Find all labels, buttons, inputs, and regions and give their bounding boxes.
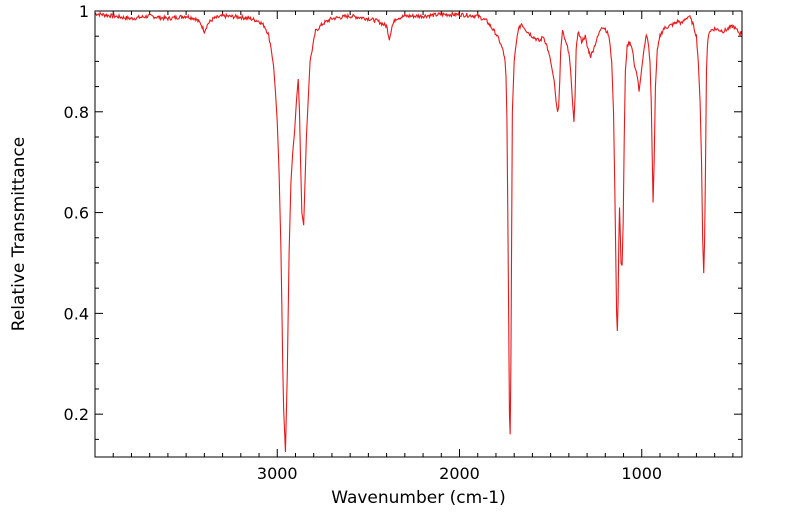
x-tick-label: 1000 bbox=[621, 464, 662, 483]
x-axis-title: Wavenumber (cm-1) bbox=[331, 488, 506, 508]
y-axis-title: Relative Transmittance bbox=[9, 137, 29, 332]
y-tick-label: 0.4 bbox=[64, 304, 89, 323]
x-axis-tick-labels: 3000 2000 1000 bbox=[257, 464, 662, 483]
y-axis-tick-labels: 0.2 0.4 0.6 0.8 1 bbox=[64, 2, 89, 424]
y-tick-label: 0.2 bbox=[64, 405, 89, 424]
x-tick-label: 3000 bbox=[257, 464, 298, 483]
x-axis-ticks bbox=[112, 11, 734, 457]
y-tick-label: 0.8 bbox=[64, 103, 89, 122]
y-tick-label: 1 bbox=[79, 2, 89, 21]
transmittance-line bbox=[94, 10, 743, 452]
y-tick-label: 0.6 bbox=[64, 204, 89, 223]
plot-frame bbox=[94, 10, 743, 458]
y-axis-ticks bbox=[95, 10, 742, 440]
x-tick-label: 2000 bbox=[439, 464, 480, 483]
